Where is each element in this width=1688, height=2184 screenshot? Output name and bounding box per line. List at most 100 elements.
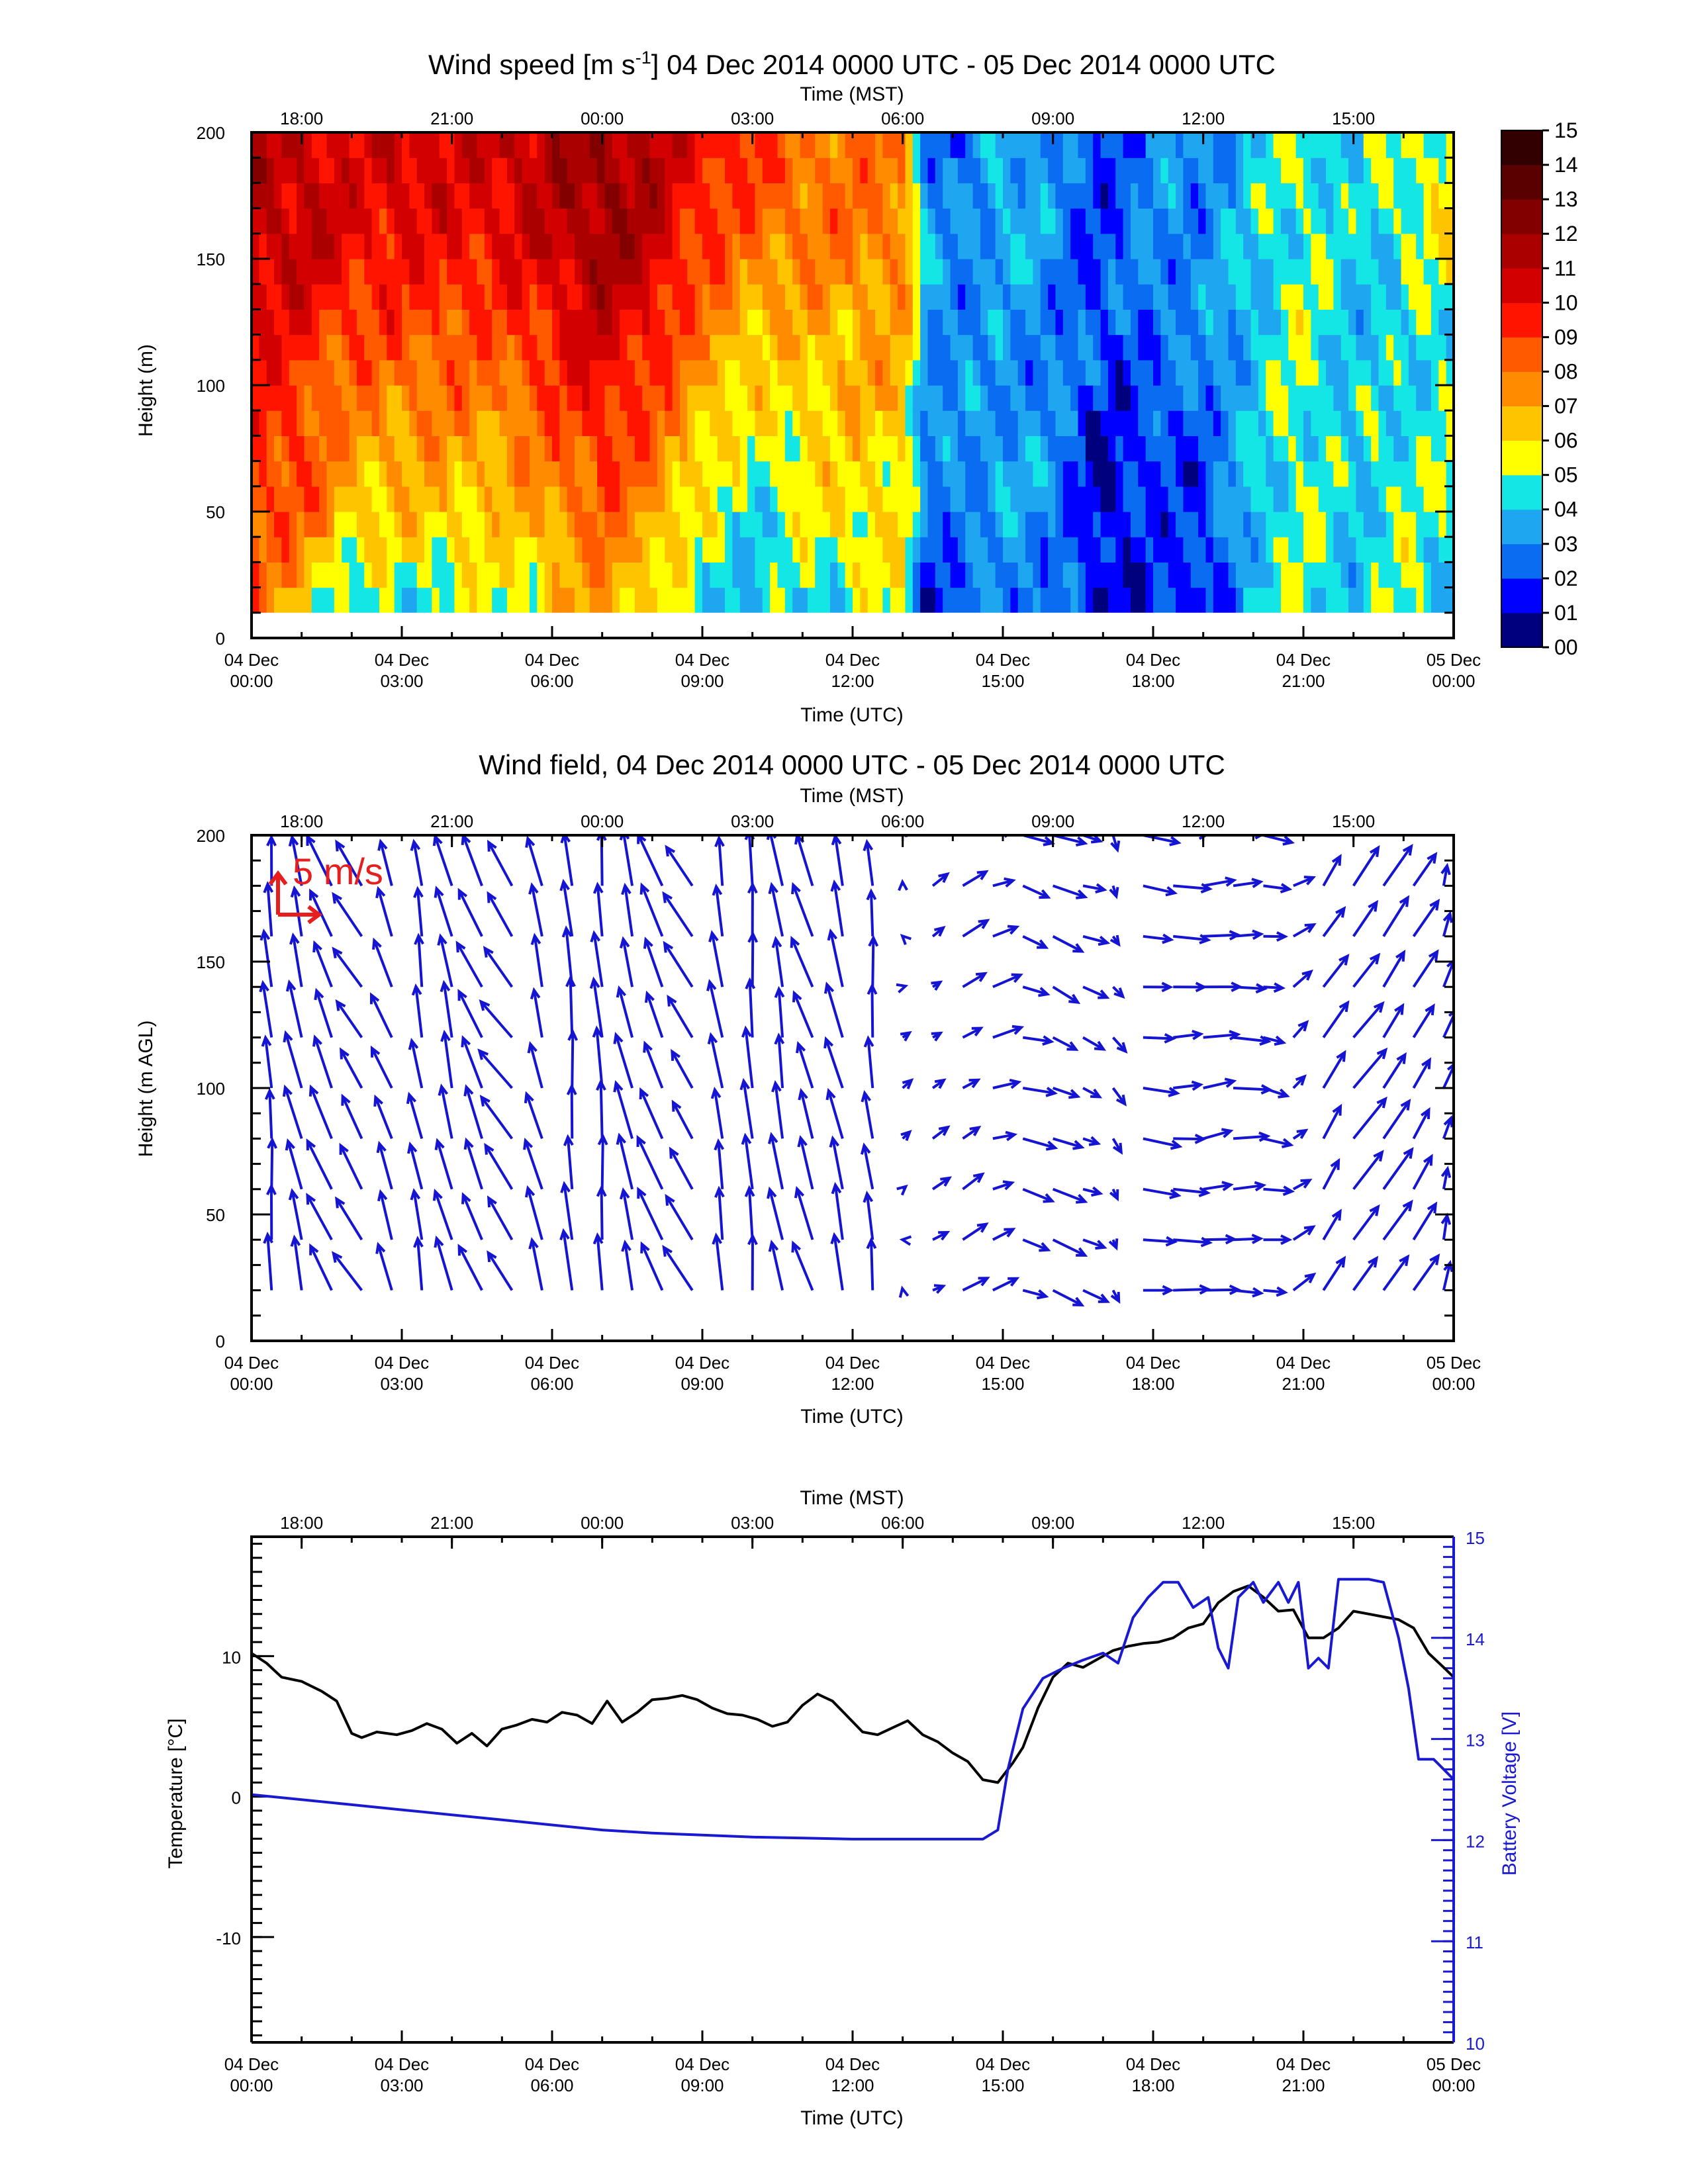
- temperature-line: [252, 1584, 1454, 1784]
- wind-arrow: [1233, 929, 1264, 940]
- wind-arrow: [707, 1032, 724, 1089]
- heatmap-cell: [1326, 359, 1334, 386]
- heatmap-cell: [356, 587, 365, 614]
- heatmap-cell: [349, 208, 357, 234]
- heatmap-cell: [416, 183, 425, 209]
- heatmap-cell: [957, 537, 966, 563]
- wind-arrow: [1412, 1107, 1430, 1140]
- heatmap-cell: [326, 183, 335, 209]
- heatmap-cell: [1340, 132, 1349, 158]
- heatmap-cell: [1048, 562, 1056, 588]
- heatmap-cell: [1416, 435, 1425, 462]
- heatmap-cell: [537, 385, 545, 411]
- heatmap-cell: [1213, 158, 1221, 183]
- wind-arrow: [1263, 982, 1286, 993]
- heatmap-cell: [634, 132, 643, 158]
- temperature-x2label: Time (MST): [800, 1487, 904, 1509]
- heatmap-cell: [289, 486, 297, 512]
- heatmap-cell: [1401, 284, 1409, 310]
- x2-tick-label-p1-5: 09:00: [1031, 109, 1074, 128]
- heatmap-cell: [326, 587, 335, 614]
- heatmap-cell: [1348, 158, 1357, 183]
- heatmap-cell: [800, 334, 808, 361]
- heatmap-cell: [755, 410, 763, 436]
- heatmap-cell: [506, 537, 515, 563]
- heatmap-cell: [762, 537, 771, 563]
- heatmap-cell: [334, 562, 342, 588]
- wind-arrow: [1022, 934, 1049, 949]
- heatmap-cell: [800, 208, 808, 234]
- heatmap-cell: [1303, 208, 1311, 234]
- heatmap-cell: [988, 435, 996, 462]
- wind-arrow: [671, 1048, 694, 1089]
- wind-arrow: [1412, 1201, 1438, 1241]
- heatmap-cell: [815, 259, 823, 285]
- heatmap-cell: [402, 486, 410, 512]
- heatmap-cell: [1446, 309, 1454, 336]
- heatmap-cell: [815, 461, 823, 487]
- heatmap-cell: [514, 183, 523, 209]
- heatmap-cell: [1266, 183, 1274, 209]
- heatmap-cell: [694, 486, 703, 512]
- heatmap-cell: [349, 183, 357, 209]
- heatmap-cell: [920, 486, 929, 512]
- heatmap-cell: [649, 359, 658, 386]
- heatmap-cell: [499, 435, 508, 462]
- heatmap-cell: [1168, 410, 1176, 436]
- heatmap-cell: [777, 435, 786, 462]
- heatmap-cell: [326, 461, 335, 487]
- heatmap-cell: [1416, 233, 1425, 259]
- heatmap-cell: [725, 183, 733, 209]
- heatmap-cell: [1416, 183, 1425, 209]
- heatmap-cell: [289, 359, 297, 386]
- heatmap-cell: [1153, 183, 1161, 209]
- heatmap-cell: [627, 259, 635, 285]
- heatmap-cell: [289, 334, 297, 361]
- heatmap-cell: [1115, 158, 1124, 183]
- heatmap-cell: [1326, 208, 1334, 234]
- heatmap-cell: [1107, 385, 1116, 411]
- heatmap-cell: [537, 537, 545, 563]
- heatmap-cell: [1295, 208, 1304, 234]
- heatmap-cell: [807, 359, 816, 386]
- x-tick-label-date-p3-8: 05 Dec: [1427, 2054, 1481, 2074]
- heatmap-cell: [424, 309, 432, 336]
- heatmap-cell: [777, 461, 786, 487]
- heatmap-cell: [589, 183, 598, 209]
- heatmap-cell: [559, 587, 568, 614]
- heatmap-cell: [1010, 284, 1019, 310]
- heatmap-cell: [447, 208, 455, 234]
- heatmap-cell: [822, 486, 831, 512]
- heatmap-cell: [905, 284, 914, 310]
- wind-arrow: [766, 835, 784, 886]
- heatmap-cell: [1363, 284, 1372, 310]
- heatmap-cell: [1326, 410, 1334, 436]
- heatmap-cell: [1333, 233, 1342, 259]
- heatmap-cell: [972, 537, 981, 563]
- heatmap-cell: [432, 284, 440, 310]
- heatmap-cell: [1107, 208, 1116, 234]
- heatmap-cell: [1438, 309, 1447, 336]
- heatmap-cell: [672, 435, 680, 462]
- heatmap-cell: [957, 233, 966, 259]
- heatmap-cell: [1340, 410, 1349, 436]
- wind-arrow: [1233, 1234, 1264, 1244]
- heatmap-cell: [1295, 385, 1304, 411]
- heatmap-cell: [402, 359, 410, 386]
- wind-arrow: [900, 1130, 912, 1142]
- heatmap-cell: [950, 562, 959, 588]
- heatmap-cell: [1070, 183, 1079, 209]
- heatmap-cell: [349, 359, 357, 386]
- heatmap-cell: [620, 410, 628, 436]
- heatmap-cell: [725, 309, 733, 336]
- heatmap-cell: [853, 309, 861, 336]
- heatmap-cell: [762, 183, 771, 209]
- wind-arrow: [406, 1091, 424, 1139]
- heatmap-cell: [424, 284, 432, 310]
- heatmap-cell: [1348, 486, 1357, 512]
- heatmap-cell: [1333, 486, 1342, 512]
- heatmap-cell: [905, 410, 914, 436]
- heatmap-cell: [1130, 359, 1139, 386]
- heatmap-cell: [980, 259, 988, 285]
- heatmap-cell: [1168, 132, 1176, 158]
